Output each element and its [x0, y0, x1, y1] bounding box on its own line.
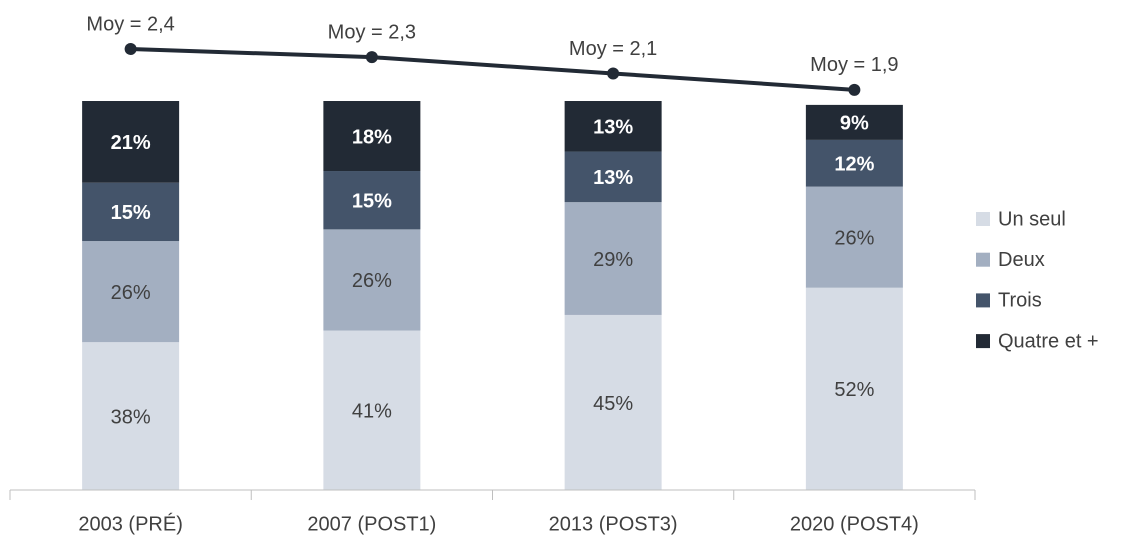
bar-segment — [564, 202, 662, 315]
bar-segment — [564, 151, 662, 203]
data-label: 26% — [352, 270, 392, 292]
legend-label: Quatre et + — [998, 330, 1099, 352]
line-label: Moy = 2,1 — [569, 38, 657, 60]
legend-swatch — [976, 334, 990, 349]
bar-segment — [82, 241, 180, 343]
bar-segment — [323, 229, 421, 331]
bar-segment — [82, 101, 180, 183]
data-label: 13% — [593, 117, 633, 139]
data-label: 21% — [111, 132, 151, 154]
line-point — [607, 67, 620, 80]
data-label: 29% — [593, 249, 633, 271]
legend-label: Un seul — [998, 208, 1066, 230]
bar-segment — [323, 171, 421, 230]
bar-segment — [805, 104, 903, 140]
bar-segment — [805, 139, 903, 187]
bar-segment — [82, 182, 180, 242]
data-label: 38% — [111, 406, 151, 428]
line-label: Moy = 2,4 — [86, 13, 174, 35]
line-label: Moy = 2,3 — [328, 21, 416, 43]
data-label: 18% — [352, 126, 392, 148]
data-label: 9% — [840, 113, 869, 135]
x-tick-label: 2003 (PRÉ) — [78, 512, 183, 535]
line-point — [365, 51, 378, 64]
data-label: 45% — [593, 393, 633, 415]
data-label: 15% — [352, 190, 392, 212]
data-label: 13% — [593, 167, 633, 189]
line — [130, 47, 855, 92]
legend-swatch — [976, 212, 990, 226]
bar-segment — [82, 342, 180, 490]
bar-segment — [564, 314, 662, 490]
line-point — [848, 83, 861, 96]
data-label: 52% — [834, 379, 874, 401]
data-label: 41% — [352, 401, 392, 423]
bar-segment — [805, 287, 903, 490]
data-label: 15% — [111, 202, 151, 224]
legend-label: Trois — [998, 290, 1042, 312]
line-point — [124, 43, 137, 55]
x-tick-label: 2007 (POST1) — [307, 513, 436, 535]
bar-segment — [323, 330, 421, 490]
data-label: 26% — [111, 282, 151, 304]
bar-segment — [323, 101, 421, 172]
legend-swatch — [976, 252, 990, 267]
legend-swatch — [976, 293, 990, 308]
bar-segment — [564, 101, 662, 152]
data-label: 12% — [834, 154, 874, 176]
bar-segment — [805, 186, 903, 288]
legend-label: Deux — [998, 249, 1045, 271]
x-tick-label: 2013 (POST3) — [549, 513, 678, 535]
line-label: Moy = 1,9 — [810, 54, 898, 76]
x-tick-label: 2020 (POST4) — [790, 513, 919, 535]
data-label: 26% — [834, 227, 874, 249]
